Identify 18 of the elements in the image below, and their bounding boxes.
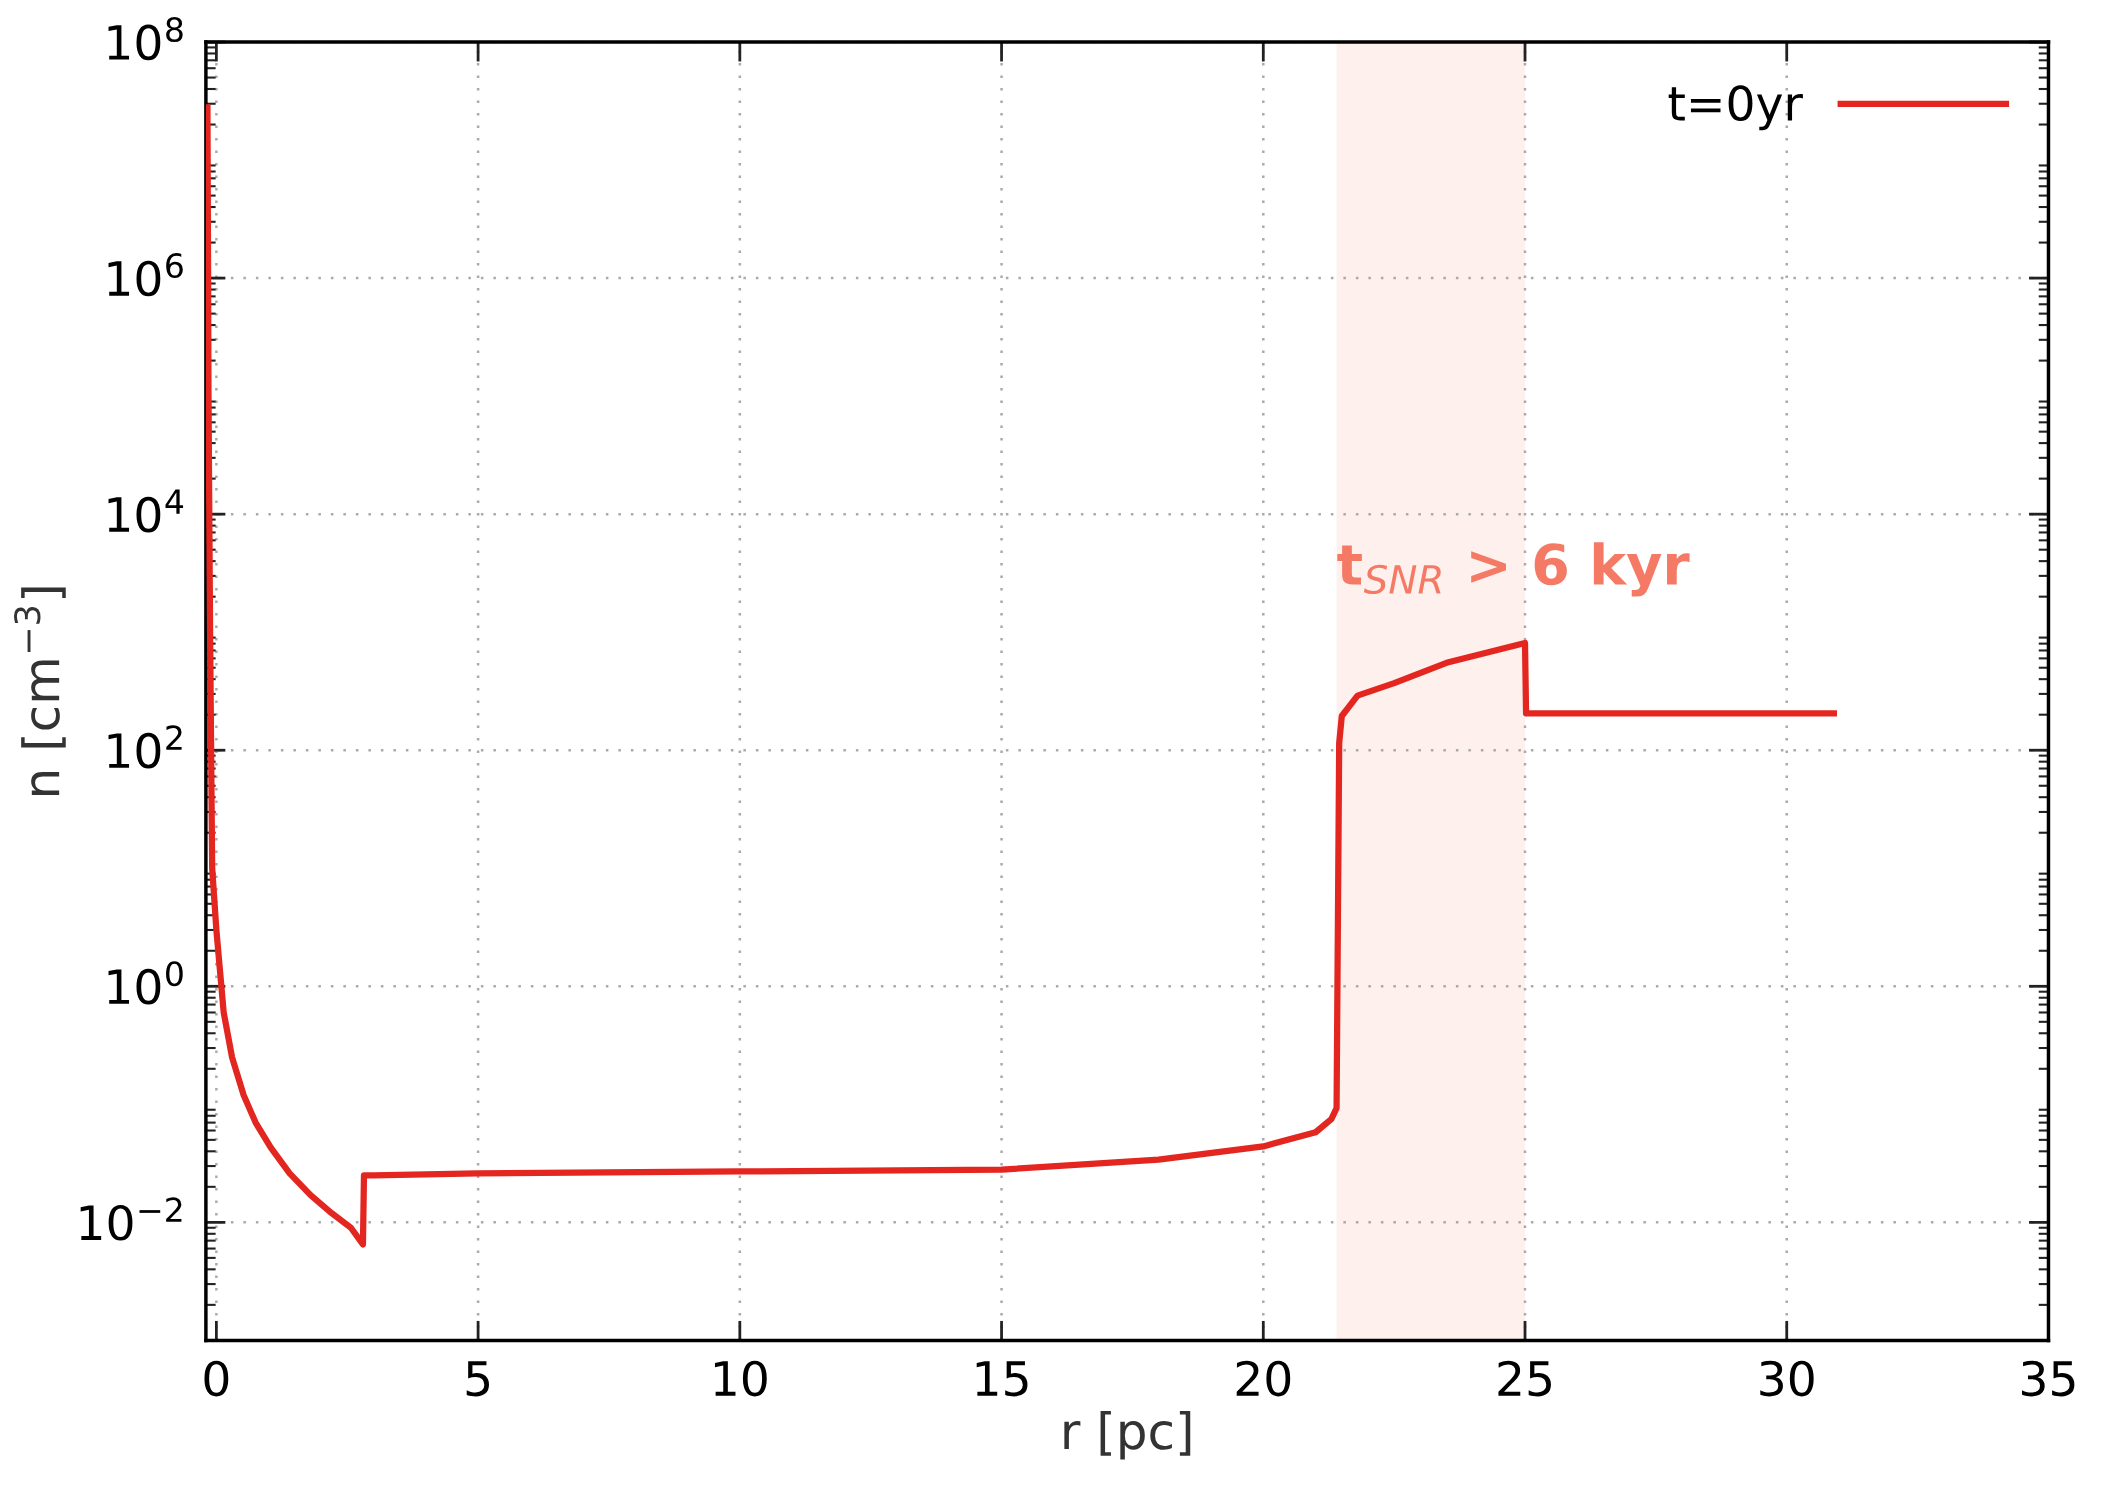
y-tick-label: 10$^{6}$ bbox=[108, 253, 183, 297]
y-axis-title: n [cm$^{−3}$] bbox=[14, 587, 66, 795]
y-tick-label: 10$^{−2}$ bbox=[80, 1197, 182, 1241]
x-tick-label: 15 bbox=[976, 1361, 1028, 1397]
x-tick-label: 20 bbox=[1236, 1360, 1291, 1397]
legend-label: t=0yr bbox=[1668, 85, 1803, 131]
x-tick-label: 35 bbox=[2022, 1360, 2075, 1397]
x-tick-label: 25 bbox=[1498, 1360, 1551, 1397]
y-tick-label: 10$^{8}$ bbox=[108, 17, 183, 61]
x-tick-label: 10 bbox=[714, 1360, 767, 1397]
y-tick-label: 10$^{0}$ bbox=[108, 961, 183, 1005]
y-tick-label: 10$^{2}$ bbox=[108, 725, 182, 769]
x-tick-label: 30 bbox=[1760, 1360, 1814, 1397]
band-label: t$_{SNR}$ > 6 kyr bbox=[1337, 542, 1690, 597]
x-axis-title: r [pc] bbox=[1064, 1411, 1191, 1460]
x-tick-label: 5 bbox=[466, 1361, 489, 1397]
y-tick-label: 10$^{4}$ bbox=[108, 489, 184, 533]
x-tick-label: 0 bbox=[204, 1360, 229, 1397]
